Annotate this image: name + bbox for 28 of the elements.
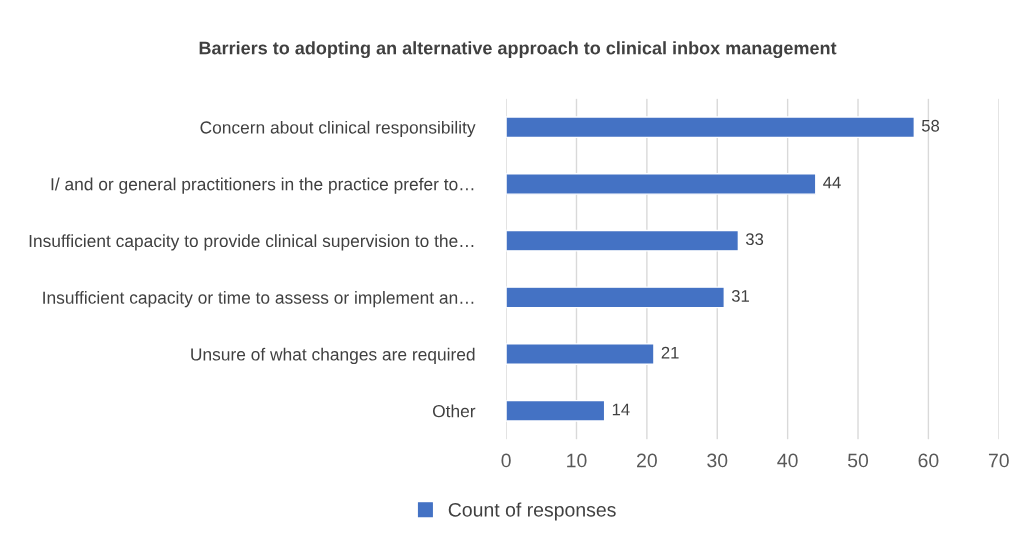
- y-tick-label: Concern about clinical responsibility: [200, 120, 476, 138]
- data-label: 33: [745, 233, 764, 246]
- y-tick-label: I/ and or general practitioners in the practice prefer to…: [51, 177, 474, 194]
- x-tick-label: 50: [847, 453, 869, 468]
- y-tick-label: Insufficient capacity or time to assess or implement an…: [43, 291, 474, 308]
- bar: [506, 173, 817, 195]
- bar: [506, 399, 606, 422]
- x-tick-label: 0: [501, 453, 511, 468]
- x-tick-label: 30: [707, 453, 728, 468]
- bar: [506, 286, 725, 309]
- legend-label: Count of responses: [448, 502, 616, 521]
- data-label: 44: [823, 176, 841, 189]
- x-tick-label: 60: [918, 453, 939, 468]
- x-tick-label: 10: [567, 453, 587, 468]
- data-label: 58: [921, 119, 940, 132]
- y-tick-label: Insufficient capacity to provide clinical supervision to the…: [29, 234, 474, 251]
- y-tick-label: Other: [432, 404, 476, 418]
- data-label: 21: [661, 346, 679, 359]
- bar: [506, 229, 740, 252]
- bar: [506, 116, 916, 139]
- bar: [506, 343, 655, 366]
- data-label: 31: [731, 290, 749, 302]
- y-tick-label: Unsure of what changes are required: [191, 347, 475, 364]
- data-label: 14: [612, 403, 630, 416]
- chart-title: Barriers to adopting an alternative approach to clinical inbox management: [199, 41, 837, 59]
- x-tick-label: 20: [637, 453, 657, 468]
- x-tick-label: 40: [777, 453, 798, 468]
- x-tick-label: 70: [988, 453, 1009, 468]
